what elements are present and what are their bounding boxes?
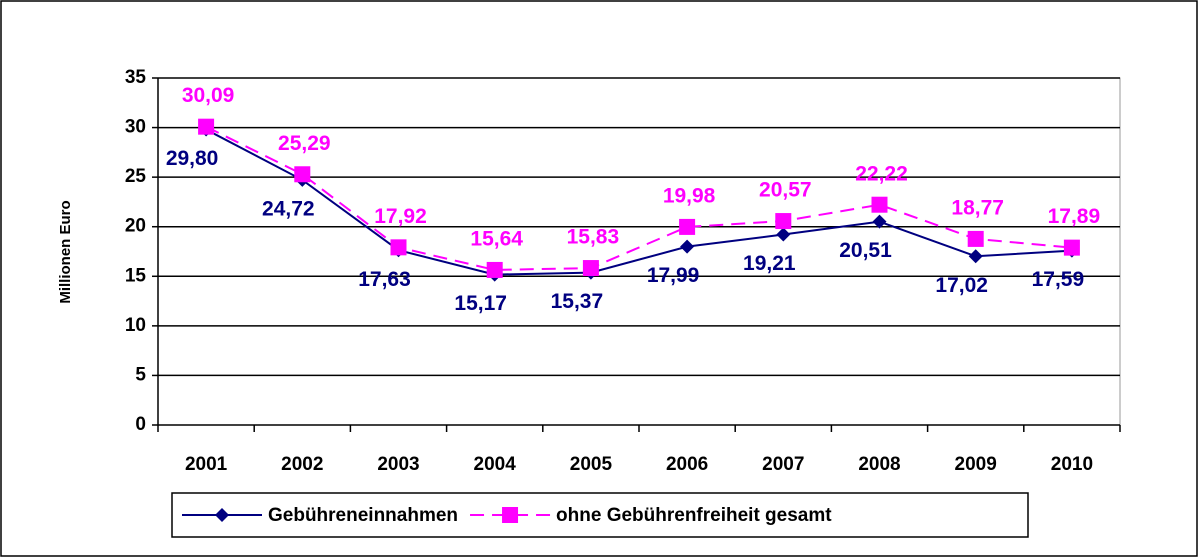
- data-point: [967, 230, 984, 247]
- legend-label: Gebühreneinnahmen: [268, 505, 458, 526]
- data-label: 29,80: [166, 147, 219, 170]
- data-point: [294, 166, 311, 183]
- data-label: 17,99: [647, 264, 700, 287]
- data-label: 22,22: [855, 162, 908, 185]
- data-label: 25,29: [278, 132, 331, 155]
- y-tick-label: 15: [125, 265, 147, 286]
- x-tick-label: 2005: [570, 454, 613, 475]
- y-tick-label: 5: [135, 364, 146, 385]
- data-label: 19,98: [663, 184, 716, 207]
- x-tick-label: 2009: [955, 454, 997, 475]
- legend-box: [171, 492, 1029, 538]
- series-line: [205, 125, 1072, 271]
- data-label: 15,83: [567, 226, 620, 249]
- x-tick-label: 2002: [281, 454, 323, 475]
- legend-marker: [502, 507, 519, 523]
- y-tick-label: 30: [125, 117, 146, 138]
- y-tick-label: 10: [125, 315, 146, 336]
- y-axis-label: Millionen Euro: [57, 200, 74, 303]
- data-label: 15,17: [454, 292, 507, 315]
- legend-label: ohne Gebührenfreiheit gesamt: [556, 505, 832, 526]
- data-point: [871, 196, 888, 213]
- x-tick-label: 2008: [858, 454, 900, 475]
- data-label: 18,77: [951, 196, 1004, 219]
- data-label: 30,09: [182, 84, 235, 107]
- y-tick-label: 25: [125, 166, 147, 187]
- data-point: [872, 214, 887, 229]
- data-label: 19,21: [743, 252, 796, 275]
- data-label: 15,37: [551, 290, 604, 313]
- data-label: 17,89: [1048, 205, 1101, 228]
- data-label: 17,02: [935, 274, 988, 297]
- x-tick-label: 2004: [474, 454, 517, 475]
- series-line: [205, 128, 1072, 276]
- x-tick-label: 2010: [1051, 454, 1093, 475]
- data-point: [1063, 239, 1080, 256]
- x-tick-label: 2003: [377, 454, 419, 475]
- data-point: [680, 239, 695, 254]
- data-point: [776, 227, 791, 242]
- data-point: [486, 261, 503, 278]
- data-label: 20,57: [759, 179, 812, 202]
- x-tick-label: 2001: [185, 454, 228, 475]
- y-tick-label: 35: [125, 67, 147, 88]
- y-tick-label: 20: [125, 216, 146, 237]
- data-point: [968, 249, 983, 264]
- data-point: [679, 218, 696, 235]
- data-point: [390, 239, 407, 256]
- x-tick-label: 2007: [762, 454, 804, 475]
- x-tick-label: 2006: [666, 454, 708, 475]
- y-tick-label: 0: [135, 414, 146, 435]
- data-label: 24,72: [262, 197, 315, 220]
- legend-marker: [215, 508, 229, 522]
- data-label: 20,51: [839, 239, 892, 262]
- data-label: 17,63: [358, 268, 411, 291]
- data-point: [582, 260, 599, 277]
- data-label: 17,59: [1032, 268, 1085, 291]
- data-point: [775, 213, 792, 230]
- data-label: 17,92: [374, 205, 427, 228]
- data-label: 15,64: [470, 227, 523, 250]
- data-point: [198, 118, 215, 135]
